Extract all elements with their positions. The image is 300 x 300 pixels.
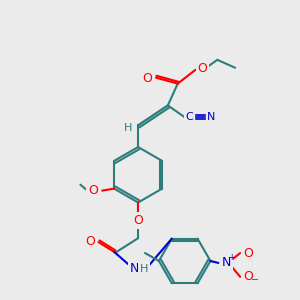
Text: O: O xyxy=(133,214,143,227)
Text: N: N xyxy=(207,112,216,122)
Text: O: O xyxy=(88,184,98,197)
Text: H: H xyxy=(124,123,132,133)
Text: O: O xyxy=(142,72,152,85)
Text: O: O xyxy=(243,270,253,283)
Text: O: O xyxy=(243,247,253,260)
Text: H: H xyxy=(140,264,148,274)
Text: C: C xyxy=(186,112,194,122)
Text: −: − xyxy=(251,275,259,285)
Text: O: O xyxy=(198,62,207,75)
Text: N: N xyxy=(222,256,231,269)
Text: O: O xyxy=(85,235,95,248)
Text: +: + xyxy=(228,253,234,262)
Text: N: N xyxy=(130,262,139,275)
